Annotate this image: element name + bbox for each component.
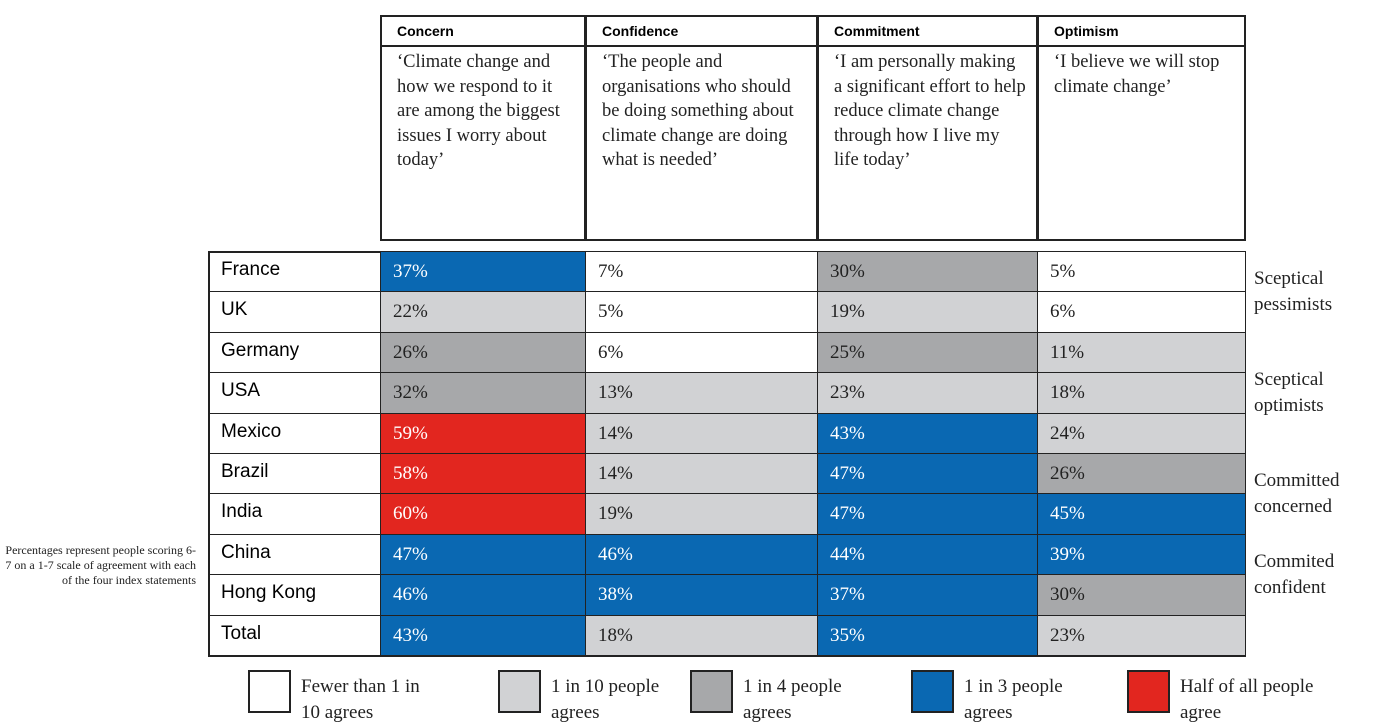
- column-statement: ‘The people and organisations who should…: [585, 46, 818, 241]
- value-cell: 19%: [585, 493, 818, 535]
- column-header: Commitment: [817, 15, 1038, 47]
- group-label: Sceptical optimists: [1254, 369, 1324, 417]
- column-statement: ‘I am personally making a significant ef…: [817, 46, 1038, 241]
- group-label: Committed concerned: [1254, 470, 1340, 518]
- group-label: Commited confident: [1254, 551, 1335, 599]
- value-cell: 11%: [1037, 331, 1246, 374]
- legend-swatch: [911, 670, 954, 713]
- value-cell: 23%: [817, 372, 1038, 414]
- country-label: Mexico: [208, 412, 381, 454]
- value-cell: 13%: [585, 372, 818, 414]
- value-cell: 26%: [380, 331, 586, 374]
- value-cell: 5%: [1037, 251, 1246, 293]
- value-cell: 7%: [585, 251, 818, 293]
- column-header: Confidence: [585, 15, 818, 47]
- value-cell: 38%: [585, 574, 818, 616]
- legend-swatch: [248, 670, 291, 713]
- column-header: Concern: [380, 15, 586, 47]
- value-cell: 46%: [585, 533, 818, 576]
- column-header: Optimism: [1037, 15, 1246, 47]
- value-cell: 14%: [585, 453, 818, 495]
- legend-swatch: [498, 670, 541, 713]
- country-label: Brazil: [208, 453, 381, 495]
- value-cell: 46%: [380, 574, 586, 616]
- country-label: UK: [208, 291, 381, 333]
- legend-label: Fewer than 1 in 10 agrees: [301, 676, 420, 723]
- country-label: USA: [208, 372, 381, 414]
- value-cell: 43%: [817, 412, 1038, 454]
- value-cell: 24%: [1037, 412, 1246, 454]
- value-cell: 47%: [817, 453, 1038, 495]
- value-cell: 32%: [380, 372, 586, 414]
- value-cell: 43%: [380, 614, 586, 656]
- country-label: Total: [208, 614, 381, 656]
- value-cell: 14%: [585, 412, 818, 454]
- value-cell: 37%: [380, 251, 586, 293]
- value-cell: 30%: [1037, 574, 1246, 616]
- value-cell: 58%: [380, 453, 586, 495]
- value-cell: 59%: [380, 412, 586, 454]
- legend-label: 1 in 10 people agrees: [551, 676, 660, 723]
- legend-label: Half of all people agree: [1180, 676, 1314, 723]
- country-label: Hong Kong: [208, 574, 381, 616]
- value-cell: 23%: [1037, 614, 1246, 656]
- value-cell: 60%: [380, 493, 586, 535]
- value-cell: 47%: [380, 533, 586, 576]
- country-label: Germany: [208, 331, 381, 374]
- column-statement: ‘I believe we will stop climate change’: [1037, 46, 1246, 241]
- value-cell: 5%: [585, 291, 818, 333]
- country-label: China: [208, 533, 381, 576]
- legend-swatch: [1127, 670, 1170, 713]
- value-cell: 39%: [1037, 533, 1246, 576]
- value-cell: 45%: [1037, 493, 1246, 535]
- legend-label: 1 in 4 people agrees: [743, 676, 842, 723]
- value-cell: 18%: [585, 614, 818, 656]
- column-statement: ‘Climate change and how we respond to it…: [380, 46, 586, 241]
- value-cell: 22%: [380, 291, 586, 333]
- value-cell: 26%: [1037, 453, 1246, 495]
- value-cell: 18%: [1037, 372, 1246, 414]
- value-cell: 6%: [585, 331, 818, 374]
- value-cell: 19%: [817, 291, 1038, 333]
- legend-label: 1 in 3 people agrees: [964, 676, 1063, 723]
- value-cell: 35%: [817, 614, 1038, 656]
- footnote: Percentages represent people scoring 6-7…: [5, 543, 196, 587]
- value-cell: 25%: [817, 331, 1038, 374]
- group-label: Sceptical pessimists: [1254, 268, 1333, 316]
- value-cell: 44%: [817, 533, 1038, 576]
- legend-swatch: [690, 670, 733, 713]
- value-cell: 6%: [1037, 291, 1246, 333]
- country-label: France: [208, 251, 381, 293]
- value-cell: 37%: [817, 574, 1038, 616]
- value-cell: 47%: [817, 493, 1038, 535]
- value-cell: 30%: [817, 251, 1038, 293]
- country-label: India: [208, 493, 381, 535]
